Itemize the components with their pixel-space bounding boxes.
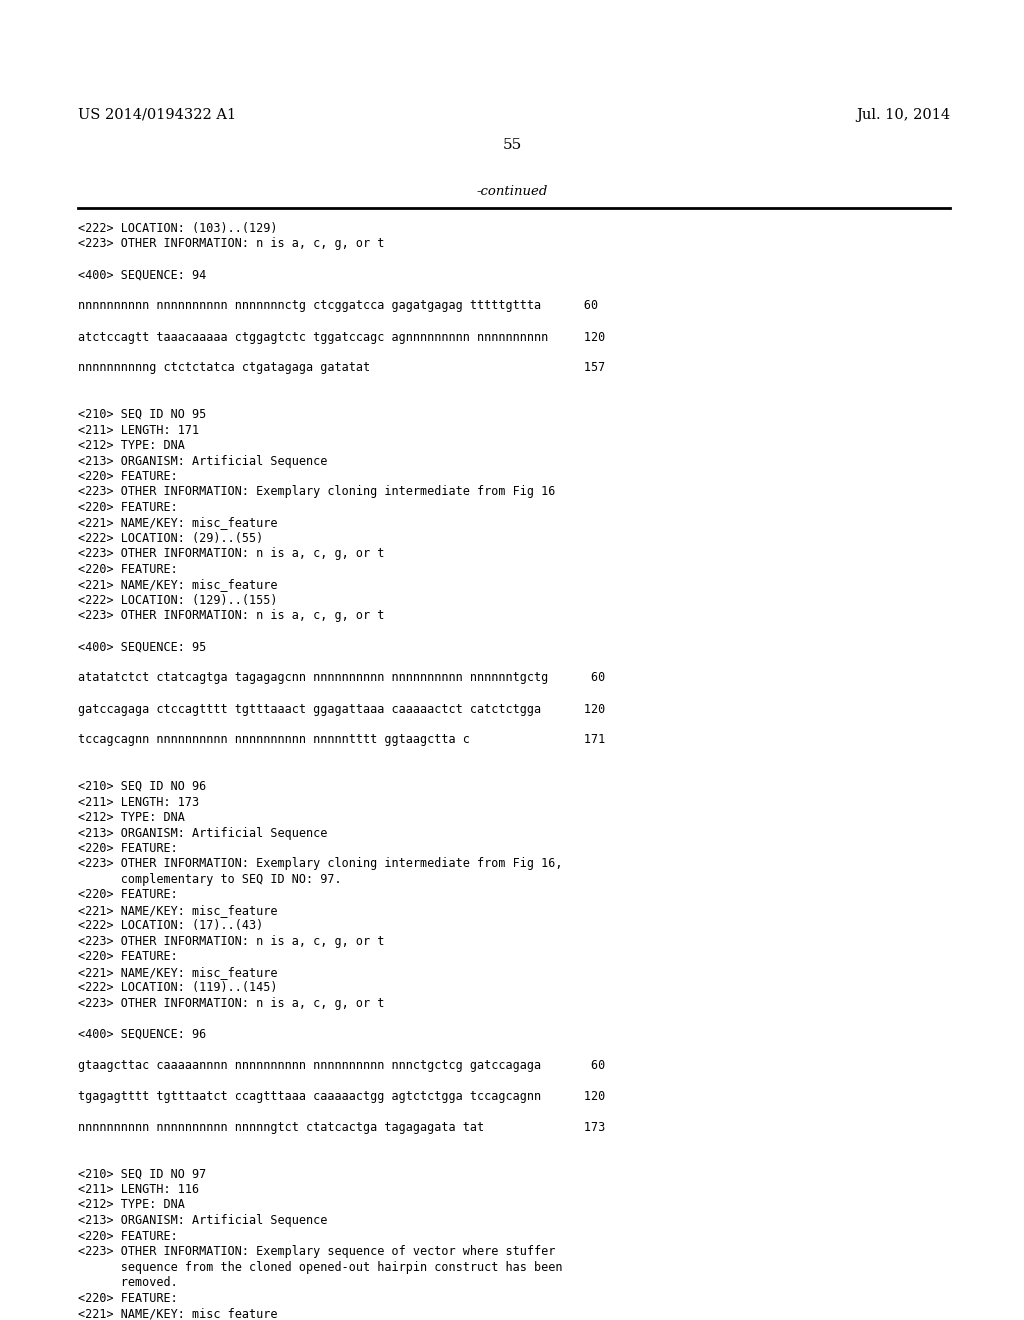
Text: <212> TYPE: DNA: <212> TYPE: DNA — [78, 1199, 185, 1212]
Text: 55: 55 — [503, 139, 521, 152]
Text: <222> LOCATION: (129)..(155): <222> LOCATION: (129)..(155) — [78, 594, 278, 607]
Text: <221> NAME/KEY: misc_feature: <221> NAME/KEY: misc_feature — [78, 578, 278, 591]
Text: <210> SEQ ID NO 96: <210> SEQ ID NO 96 — [78, 780, 206, 793]
Text: <213> ORGANISM: Artificial Sequence: <213> ORGANISM: Artificial Sequence — [78, 454, 328, 467]
Text: <210> SEQ ID NO 97: <210> SEQ ID NO 97 — [78, 1167, 206, 1180]
Text: <221> NAME/KEY: misc_feature: <221> NAME/KEY: misc_feature — [78, 516, 278, 529]
Text: nnnnnnnnnn nnnnnnnnnn nnnnnnnctg ctcggatcca gagatgagag tttttgttta      60: nnnnnnnnnn nnnnnnnnnn nnnnnnnctg ctcggat… — [78, 300, 598, 313]
Text: <220> FEATURE:: <220> FEATURE: — [78, 1291, 178, 1304]
Text: US 2014/0194322 A1: US 2014/0194322 A1 — [78, 108, 237, 121]
Text: Jul. 10, 2014: Jul. 10, 2014 — [856, 108, 950, 121]
Text: tgagagtttt tgtttaatct ccagtttaaa caaaaactgg agtctctgga tccagcagnn      120: tgagagtttt tgtttaatct ccagtttaaa caaaaac… — [78, 1090, 605, 1104]
Text: <220> FEATURE:: <220> FEATURE: — [78, 564, 178, 576]
Text: <220> FEATURE:: <220> FEATURE: — [78, 888, 178, 902]
Text: <223> OTHER INFORMATION: n is a, c, g, or t: <223> OTHER INFORMATION: n is a, c, g, o… — [78, 997, 384, 1010]
Text: tccagcagnn nnnnnnnnnn nnnnnnnnnn nnnnntttt ggtaagctta c                171: tccagcagnn nnnnnnnnnn nnnnnnnnnn nnnnntt… — [78, 734, 605, 747]
Text: nnnnnnnnnn nnnnnnnnnn nnnnngtct ctatcactga tagagagata tat              173: nnnnnnnnnn nnnnnnnnnn nnnnngtct ctatcact… — [78, 1121, 605, 1134]
Text: <223> OTHER INFORMATION: n is a, c, g, or t: <223> OTHER INFORMATION: n is a, c, g, o… — [78, 935, 384, 948]
Text: <223> OTHER INFORMATION: n is a, c, g, or t: <223> OTHER INFORMATION: n is a, c, g, o… — [78, 238, 384, 251]
Text: <211> LENGTH: 116: <211> LENGTH: 116 — [78, 1183, 199, 1196]
Text: atctccagtt taaacaaaaa ctggagtctc tggatccagc agnnnnnnnnn nnnnnnnnnn     120: atctccagtt taaacaaaaa ctggagtctc tggatcc… — [78, 330, 605, 343]
Text: nnnnnnnnnng ctctctatca ctgatagaga gatatat                              157: nnnnnnnnnng ctctctatca ctgatagaga gatata… — [78, 362, 605, 375]
Text: removed.: removed. — [78, 1276, 178, 1290]
Text: -continued: -continued — [476, 185, 548, 198]
Text: <221> NAME/KEY: misc_feature: <221> NAME/KEY: misc_feature — [78, 966, 278, 979]
Text: <400> SEQUENCE: 96: <400> SEQUENCE: 96 — [78, 1028, 206, 1041]
Text: atatatctct ctatcagtga tagagagcnn nnnnnnnnnn nnnnnnnnnn nnnnnntgctg      60: atatatctct ctatcagtga tagagagcnn nnnnnnn… — [78, 672, 605, 685]
Text: <400> SEQUENCE: 95: <400> SEQUENCE: 95 — [78, 640, 206, 653]
Text: <213> ORGANISM: Artificial Sequence: <213> ORGANISM: Artificial Sequence — [78, 826, 328, 840]
Text: <400> SEQUENCE: 94: <400> SEQUENCE: 94 — [78, 268, 206, 281]
Text: <220> FEATURE:: <220> FEATURE: — [78, 470, 178, 483]
Text: <220> FEATURE:: <220> FEATURE: — [78, 950, 178, 964]
Text: <223> OTHER INFORMATION: n is a, c, g, or t: <223> OTHER INFORMATION: n is a, c, g, o… — [78, 610, 384, 623]
Text: <221> NAME/KEY: misc_feature: <221> NAME/KEY: misc_feature — [78, 1307, 278, 1320]
Text: <223> OTHER INFORMATION: Exemplary cloning intermediate from Fig 16,: <223> OTHER INFORMATION: Exemplary cloni… — [78, 858, 562, 870]
Text: <212> TYPE: DNA: <212> TYPE: DNA — [78, 440, 185, 451]
Text: <221> NAME/KEY: misc_feature: <221> NAME/KEY: misc_feature — [78, 904, 278, 917]
Text: <212> TYPE: DNA: <212> TYPE: DNA — [78, 810, 185, 824]
Text: <210> SEQ ID NO 95: <210> SEQ ID NO 95 — [78, 408, 206, 421]
Text: gatccagaga ctccagtttt tgtttaaact ggagattaaa caaaaactct catctctgga      120: gatccagaga ctccagtttt tgtttaaact ggagatt… — [78, 702, 605, 715]
Text: <220> FEATURE:: <220> FEATURE: — [78, 842, 178, 855]
Text: <211> LENGTH: 173: <211> LENGTH: 173 — [78, 796, 199, 808]
Text: gtaagcttac caaaaannnn nnnnnnnnnn nnnnnnnnnn nnnctgctcg gatccagaga       60: gtaagcttac caaaaannnn nnnnnnnnnn nnnnnnn… — [78, 1059, 605, 1072]
Text: <222> LOCATION: (29)..(55): <222> LOCATION: (29)..(55) — [78, 532, 263, 545]
Text: <223> OTHER INFORMATION: Exemplary cloning intermediate from Fig 16: <223> OTHER INFORMATION: Exemplary cloni… — [78, 486, 555, 499]
Text: <213> ORGANISM: Artificial Sequence: <213> ORGANISM: Artificial Sequence — [78, 1214, 328, 1228]
Text: complementary to SEQ ID NO: 97.: complementary to SEQ ID NO: 97. — [78, 873, 342, 886]
Text: <222> LOCATION: (119)..(145): <222> LOCATION: (119)..(145) — [78, 982, 278, 994]
Text: <223> OTHER INFORMATION: n is a, c, g, or t: <223> OTHER INFORMATION: n is a, c, g, o… — [78, 548, 384, 561]
Text: <222> LOCATION: (103)..(129): <222> LOCATION: (103)..(129) — [78, 222, 278, 235]
Text: <222> LOCATION: (17)..(43): <222> LOCATION: (17)..(43) — [78, 920, 263, 932]
Text: <220> FEATURE:: <220> FEATURE: — [78, 502, 178, 513]
Text: <223> OTHER INFORMATION: Exemplary sequence of vector where stuffer: <223> OTHER INFORMATION: Exemplary seque… — [78, 1245, 555, 1258]
Text: <220> FEATURE:: <220> FEATURE: — [78, 1229, 178, 1242]
Text: sequence from the cloned opened-out hairpin construct has been: sequence from the cloned opened-out hair… — [78, 1261, 562, 1274]
Text: <211> LENGTH: 171: <211> LENGTH: 171 — [78, 424, 199, 437]
